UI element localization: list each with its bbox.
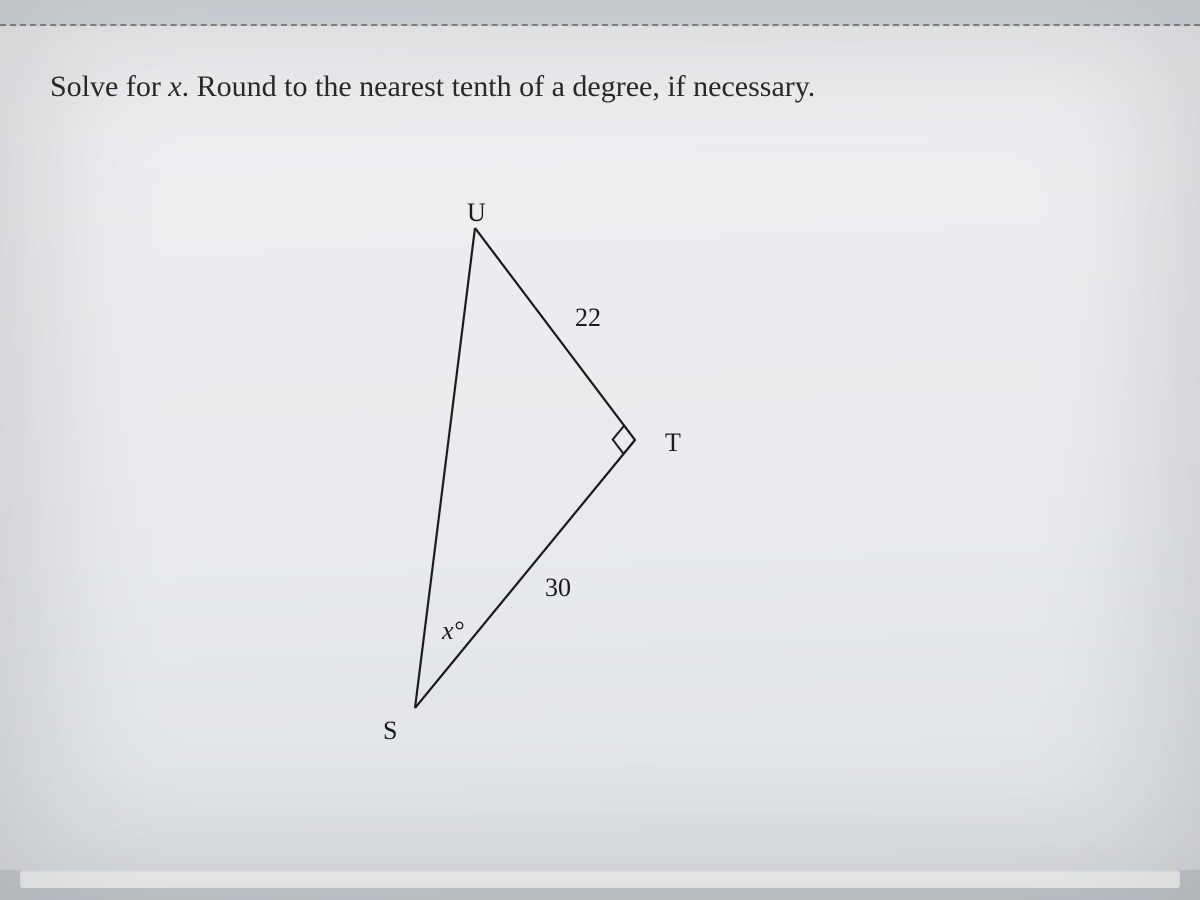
- question-suffix: . Round to the nearest tenth of a degree…: [182, 70, 816, 103]
- question-prefix: Solve for: [50, 70, 168, 103]
- triangle-svg: [370, 198, 770, 758]
- side-ut-length: 22: [575, 303, 601, 333]
- angle-x-label: x°: [442, 616, 464, 646]
- side-ut: [475, 228, 635, 440]
- question-prompt: Solve for x. Round to the nearest tenth …: [50, 66, 1150, 108]
- vertex-t-label: T: [665, 428, 681, 458]
- side-ts: [415, 440, 635, 708]
- vertex-u-label: U: [467, 198, 486, 228]
- question-variable: x: [168, 70, 181, 103]
- worksheet-content: Solve for x. Round to the nearest tenth …: [0, 26, 1200, 870]
- bottom-scrollbar-track: [20, 870, 1180, 888]
- right-angle-marker: [613, 426, 635, 454]
- triangle-diagram: U T S 22 30 x°: [370, 198, 770, 758]
- side-st-length: 30: [545, 573, 571, 603]
- vertex-s-label: S: [383, 716, 397, 746]
